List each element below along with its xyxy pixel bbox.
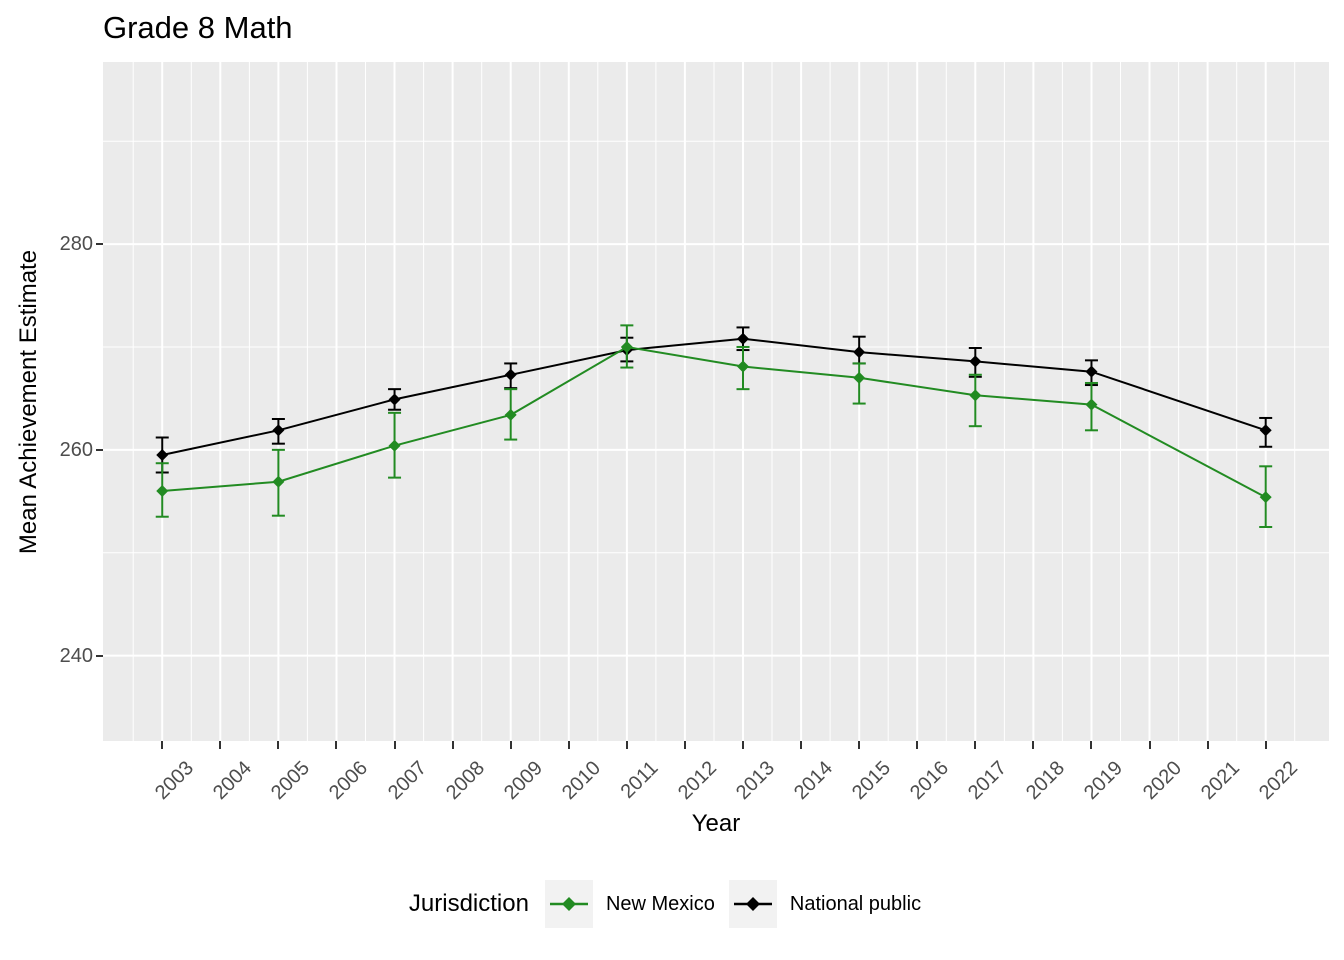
legend-label-national-public: National public [789, 892, 922, 915]
x-tick-mark [1149, 741, 1151, 749]
x-tick-label: 2004 [208, 757, 256, 805]
data-point-new-mexico [1259, 491, 1272, 504]
x-tick-label: 2003 [150, 757, 198, 805]
legend-key-national-public [728, 880, 777, 928]
x-tick-mark [568, 741, 570, 749]
x-tick-label: 2014 [789, 757, 837, 805]
data-point-new-mexico [272, 475, 285, 488]
x-tick-mark [742, 741, 744, 749]
legend: Jurisdiction New Mexico National public [0, 880, 1344, 928]
data-point-national-public [969, 355, 982, 368]
legend-item-national-public: National public [728, 880, 922, 928]
x-tick-label: 2016 [905, 757, 953, 805]
x-tick-mark [335, 741, 337, 749]
x-tick-mark [626, 741, 628, 749]
legend-label-new-mexico: New Mexico [605, 892, 715, 915]
x-tick-mark [219, 741, 221, 749]
x-tick-mark [161, 741, 163, 749]
data-point-new-mexico [969, 389, 982, 402]
x-tick-label: 2010 [557, 757, 605, 805]
x-axis-title: Year [691, 810, 741, 837]
x-tick-label: 2013 [731, 757, 779, 805]
x-tick-label: 2007 [383, 757, 431, 805]
data-point-new-mexico [853, 371, 866, 384]
y-axis-title: Mean Achievement Estimate [6, 62, 52, 741]
x-tick-mark [858, 741, 860, 749]
legend-glyph [549, 897, 588, 911]
data-point-national-public [156, 448, 169, 461]
x-tick-mark [684, 741, 686, 749]
data-point-new-mexico [388, 439, 401, 452]
data-point-national-public [737, 332, 750, 345]
data-point-national-public [1085, 365, 1098, 378]
plot-area-svg [103, 62, 1329, 741]
y-tick-mark [96, 243, 103, 245]
x-tick-label: 2015 [847, 757, 895, 805]
series-line-new-mexico [162, 345, 1267, 499]
x-tick-mark [1207, 741, 1209, 749]
chart-title: Grade 8 Math [103, 10, 293, 45]
y-tick-label: 240 [59, 645, 93, 667]
plot-panel [103, 62, 1329, 741]
x-tick-mark [277, 741, 279, 749]
y-tick-mark [96, 655, 103, 657]
x-tick-label: 2022 [1254, 757, 1302, 805]
legend-key-new-mexico [544, 880, 593, 928]
x-tick-label: 2018 [1021, 757, 1069, 805]
data-point-new-mexico [504, 408, 517, 421]
x-tick-mark [452, 741, 454, 749]
x-tick-label: 2011 [616, 757, 663, 803]
data-point-national-public [388, 393, 401, 406]
x-tick-label: 2009 [499, 757, 547, 805]
y-tick-label: 260 [59, 439, 93, 461]
x-tick-label: 2020 [1138, 757, 1186, 805]
data-point-new-mexico [620, 340, 633, 353]
x-tick-mark [974, 741, 976, 749]
x-tick-mark [1090, 741, 1092, 749]
x-tick-label: 2005 [266, 757, 314, 805]
y-tick-label: 280 [59, 233, 93, 255]
x-tick-label: 2008 [441, 757, 489, 805]
x-tick-mark [394, 741, 396, 749]
data-point-national-public [853, 346, 866, 359]
y-axis-title-text: Mean Achievement Estimate [15, 249, 42, 554]
data-point-new-mexico [156, 485, 169, 498]
legend-item-new-mexico: New Mexico [544, 880, 715, 928]
data-point-national-public [1259, 424, 1272, 437]
data-point-national-public [272, 424, 285, 437]
x-tick-label: 2017 [963, 757, 1011, 805]
legend-title: Jurisdiction [408, 890, 529, 917]
x-tick-mark [800, 741, 802, 749]
x-tick-label: 2006 [324, 757, 372, 805]
data-point-new-mexico [1085, 398, 1098, 411]
y-tick-mark [96, 449, 103, 451]
x-tick-mark [1032, 741, 1034, 749]
data-point-national-public [504, 368, 517, 381]
x-tick-mark [1265, 741, 1267, 749]
x-tick-label: 2021 [1196, 757, 1244, 805]
legend-glyph [733, 897, 772, 911]
x-tick-mark [916, 741, 918, 749]
data-point-new-mexico [737, 360, 750, 373]
x-tick-mark [510, 741, 512, 749]
series-line-national-public [161, 337, 1267, 456]
x-tick-label: 2019 [1079, 757, 1127, 805]
x-tick-label: 2012 [673, 757, 721, 805]
